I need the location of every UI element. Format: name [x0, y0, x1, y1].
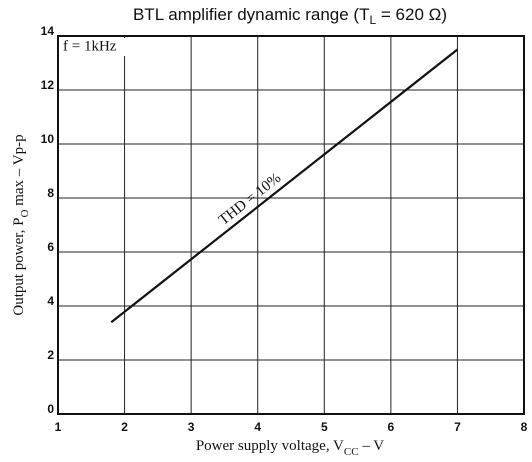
y-tick-label: 8	[47, 186, 54, 200]
y-tick-label: 12	[41, 78, 55, 92]
annotation: THD = 10%	[216, 170, 284, 229]
x-tick-label: 1	[55, 420, 62, 434]
y-tick-label: 10	[41, 132, 55, 146]
label-part: Power supply voltage, V	[196, 438, 344, 454]
label-part: Output power, P	[11, 217, 27, 315]
y-tick-label: 0	[47, 402, 54, 416]
y-tick-label: 2	[47, 348, 54, 362]
title-part: BTL amplifier dynamic range (T	[133, 5, 370, 24]
annotation-bg	[60, 38, 140, 56]
plot-frame	[57, 35, 525, 415]
annotation: f = 1kHz	[63, 38, 117, 54]
y-tick-label: 14	[41, 24, 55, 38]
label-part: max – Vp-p	[11, 134, 27, 209]
title-sub: L	[369, 13, 376, 27]
x-axis-label: Power supply voltage, VCC – V	[196, 438, 384, 457]
label-sub: CC	[344, 446, 359, 458]
chart-title: BTL amplifier dynamic range (TL = 620 Ω)	[133, 5, 447, 27]
data-line	[110, 48, 459, 324]
x-tick-label: 5	[321, 420, 328, 434]
x-tick-label: 6	[388, 420, 395, 434]
x-tick-label: 7	[454, 420, 461, 434]
label-sub: O	[19, 209, 31, 217]
x-tick-label: 2	[121, 420, 128, 434]
label-part: – V	[359, 438, 385, 454]
y-tick-label: 4	[47, 294, 54, 308]
x-tick-label: 4	[254, 420, 261, 434]
y-tick-label: 6	[47, 240, 54, 254]
y-axis-label: Output power, PO max – Vp-p	[11, 134, 30, 315]
title-part: = 620 Ω)	[376, 5, 447, 24]
x-tick-label: 8	[521, 420, 528, 434]
x-tick-label: 3	[188, 420, 195, 434]
